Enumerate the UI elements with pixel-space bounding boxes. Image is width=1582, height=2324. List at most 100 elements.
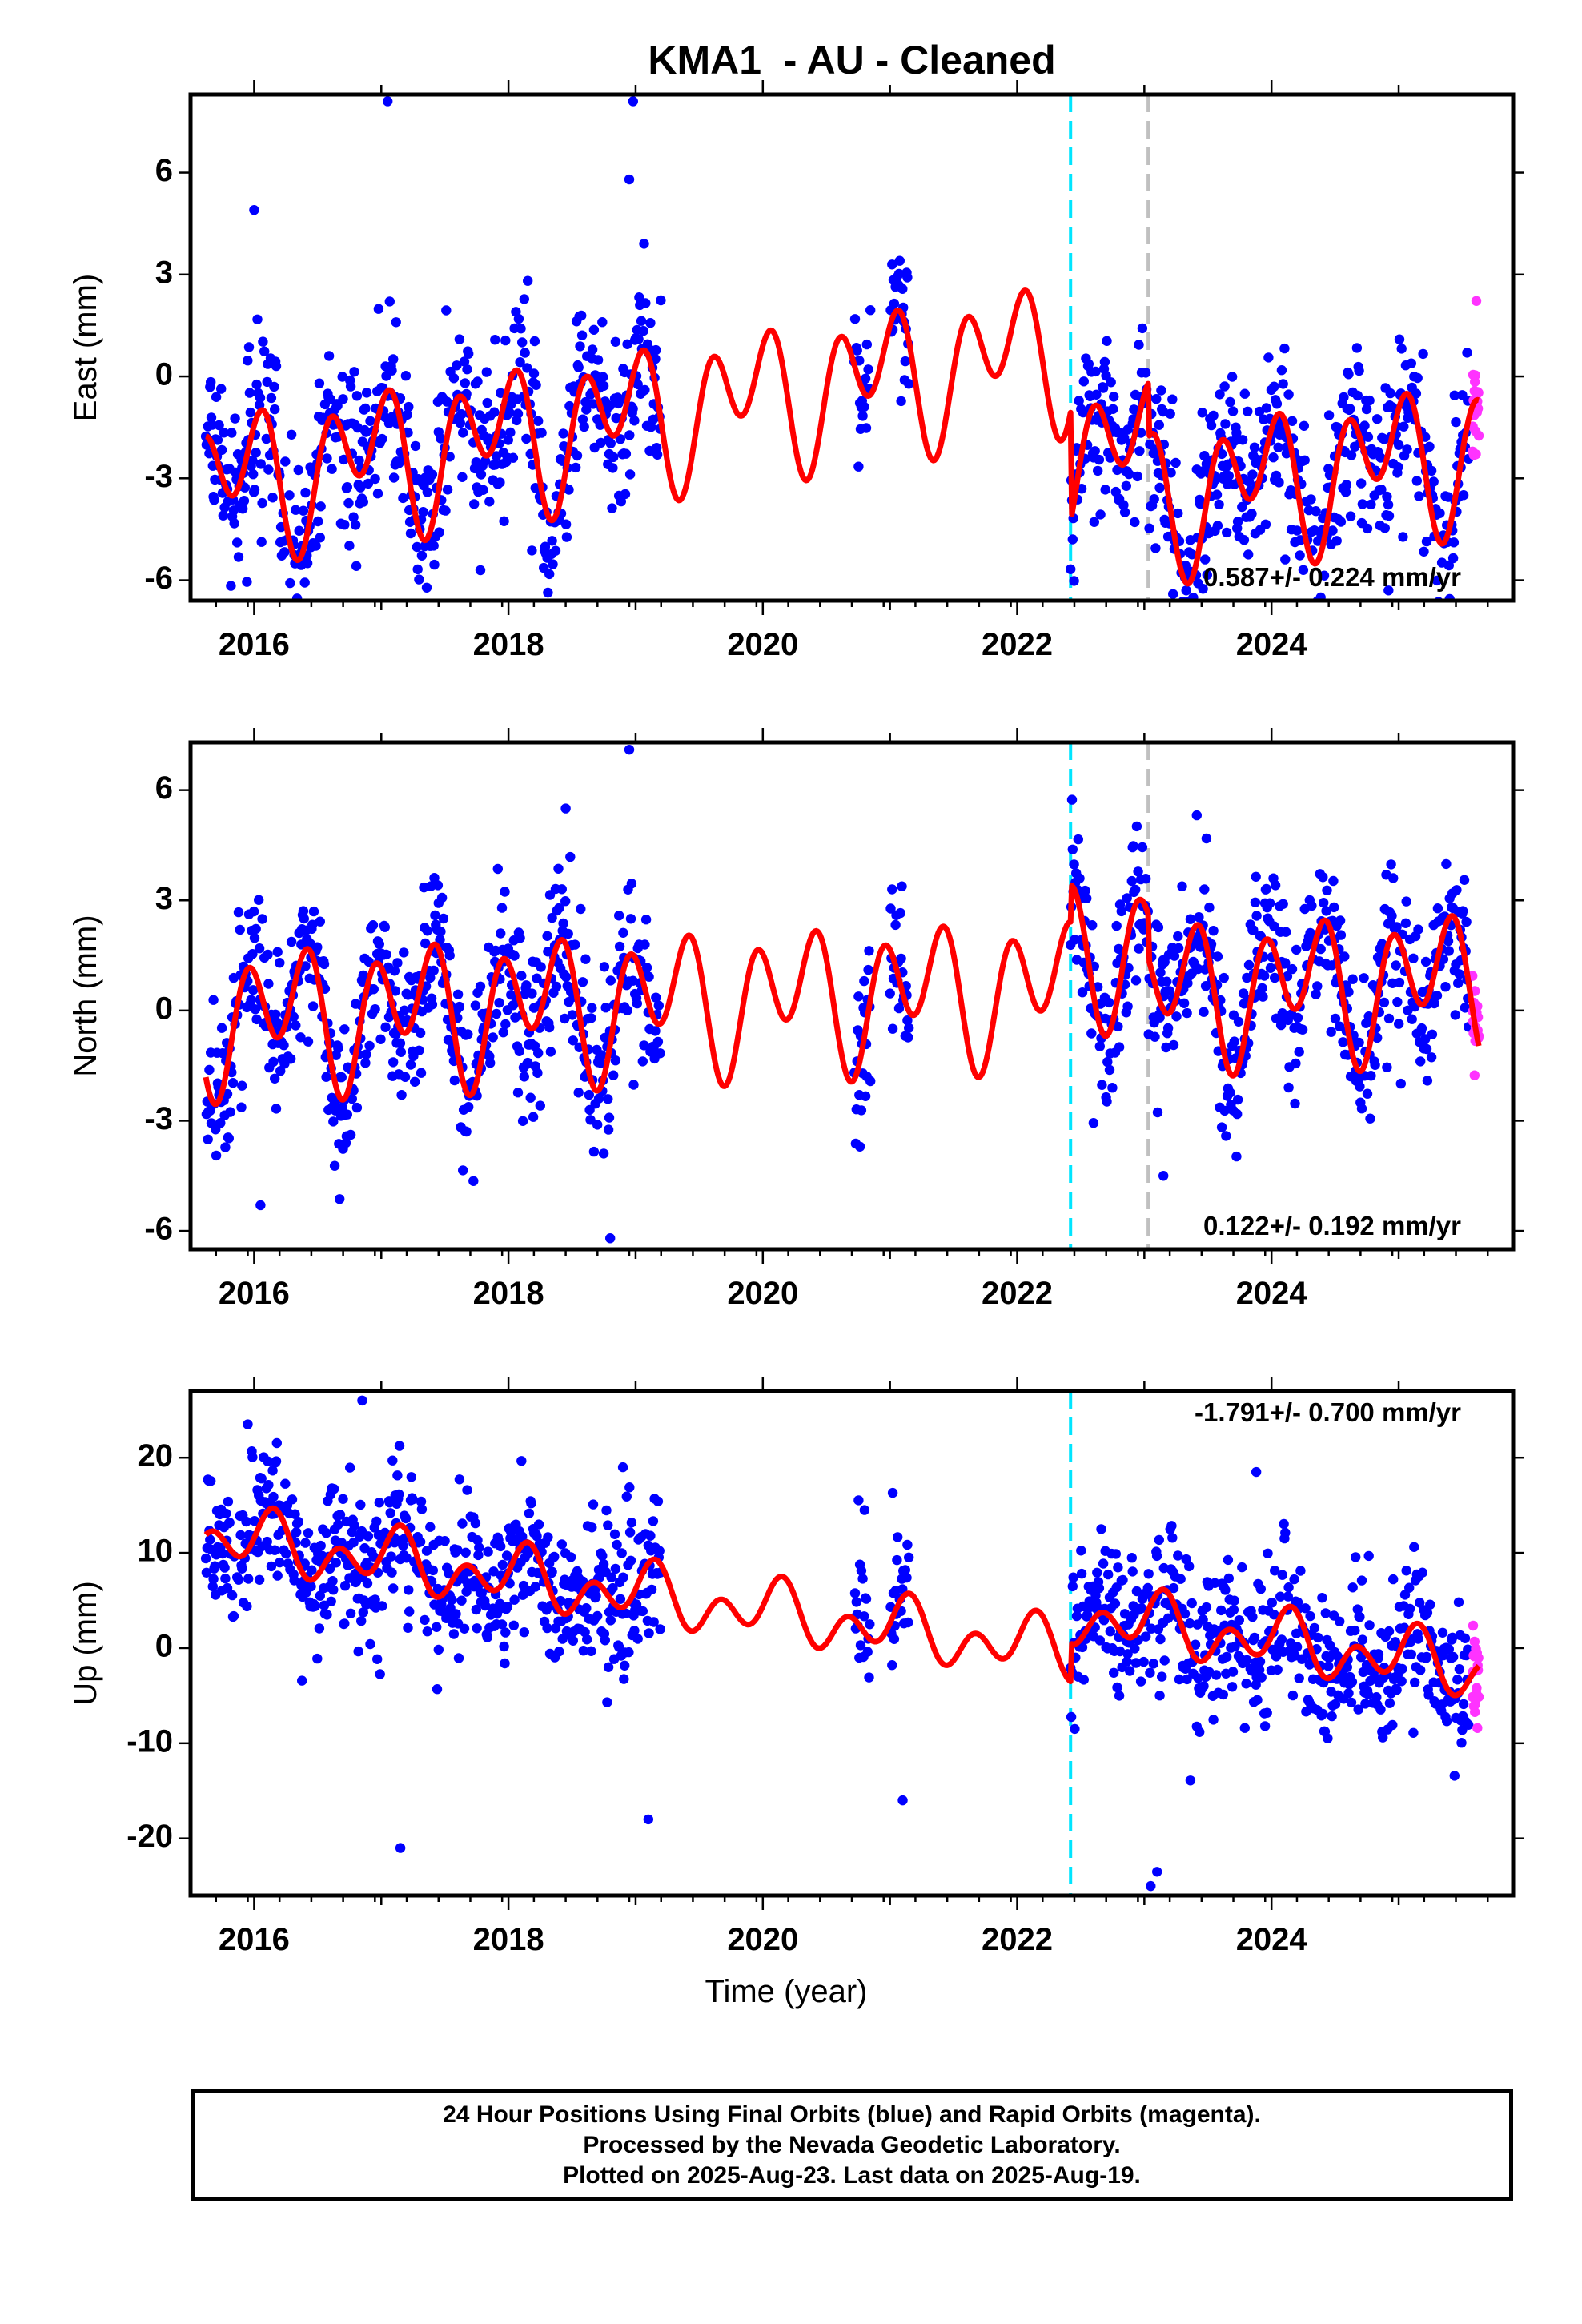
up-point (1159, 1655, 1170, 1666)
east-point (561, 532, 572, 542)
east-point (1093, 465, 1103, 476)
north-point (1318, 872, 1328, 883)
north-point (640, 915, 652, 925)
up-point (210, 1561, 220, 1571)
up-point (263, 1456, 273, 1466)
north-point (1440, 982, 1451, 992)
up-point (1454, 1664, 1465, 1675)
north-ytick-label: -6 (144, 1212, 173, 1247)
north-point (351, 1102, 363, 1113)
east-point (1109, 392, 1119, 402)
north-point (1427, 1029, 1438, 1040)
east-point (1149, 494, 1159, 505)
north-point (491, 1008, 502, 1019)
north-point (1102, 1056, 1113, 1068)
north-point (1257, 983, 1267, 994)
east-point (414, 574, 424, 585)
north-outlier-point (1158, 1171, 1169, 1181)
up-point (652, 1496, 664, 1507)
up-point (1092, 1567, 1102, 1578)
up-point (1066, 1711, 1077, 1723)
east-point (454, 334, 465, 344)
east-point (1069, 576, 1079, 586)
east-point (1435, 508, 1445, 518)
east-point (1237, 501, 1247, 513)
up-point (447, 1594, 457, 1606)
east-point (1078, 407, 1089, 418)
north-point (1328, 875, 1339, 887)
up-point (1229, 1595, 1240, 1606)
east-point (1339, 392, 1349, 403)
up-point (859, 1611, 869, 1622)
up-point (394, 1489, 404, 1500)
up-point (365, 1638, 375, 1650)
east-point (259, 346, 270, 356)
up-point (315, 1540, 326, 1551)
up-point (1198, 1614, 1208, 1625)
up-point (452, 1545, 463, 1555)
east-point (576, 310, 587, 321)
north-point (904, 1023, 914, 1033)
up-point (1272, 1664, 1283, 1675)
east-point (251, 379, 262, 390)
up-outlier-point (1152, 1867, 1162, 1877)
north-point (1114, 1042, 1125, 1052)
east-ytick-label: 6 (155, 153, 173, 188)
east-point (517, 337, 528, 348)
east-point (458, 428, 468, 438)
east-point (1383, 510, 1395, 521)
up-point (1094, 1583, 1105, 1594)
up-point (648, 1516, 659, 1526)
north-point (1171, 1011, 1182, 1022)
up-point (1269, 1610, 1279, 1620)
east-point (338, 394, 348, 404)
east-point (327, 464, 337, 474)
north-point (1459, 875, 1470, 886)
up-point (254, 1574, 265, 1586)
up-point (1262, 1707, 1272, 1718)
north-point (339, 1024, 350, 1035)
up-point (1127, 1566, 1138, 1577)
north-point (381, 949, 391, 960)
up-point (605, 1615, 616, 1626)
east-point (860, 373, 871, 384)
up-point (297, 1675, 307, 1686)
north-point (1395, 1078, 1407, 1089)
east-point (1238, 435, 1248, 445)
up-point (1068, 1572, 1078, 1582)
north-point (1339, 951, 1350, 962)
up-point (501, 1550, 512, 1561)
east-point (495, 477, 505, 488)
up-point (1241, 1679, 1251, 1689)
east-point (579, 421, 589, 432)
up-point (1136, 1603, 1147, 1614)
north-point (375, 1034, 386, 1045)
up-point (1449, 1771, 1460, 1781)
up-point (1396, 1676, 1407, 1687)
north-point (625, 914, 636, 924)
east-point (1090, 366, 1101, 377)
up-point (601, 1505, 612, 1516)
east-point (1151, 394, 1162, 404)
chart-title: KMA1 - AU - Cleaned (648, 38, 1056, 82)
north-point (329, 1160, 340, 1171)
east-point (244, 388, 255, 398)
north-ylabel: North (mm) (68, 915, 103, 1076)
up-point (1323, 1733, 1333, 1743)
north-point (1200, 981, 1211, 991)
east-point (1263, 352, 1274, 363)
up-point (429, 1599, 440, 1610)
north-point (1168, 1039, 1179, 1051)
up-point (857, 1574, 868, 1584)
up-point (355, 1499, 366, 1510)
up-point (1343, 1688, 1354, 1699)
east-point (646, 422, 656, 432)
up-point (473, 1550, 484, 1561)
up-point (262, 1536, 272, 1547)
north-point (567, 1010, 578, 1020)
east-panel: -6 -3 0 3 6 2016 2018 2020 2022 2024 East (mm) 0.58… (68, 80, 1524, 662)
east-point (294, 525, 304, 536)
east-point (400, 371, 412, 381)
up-ytick-label: -10 (126, 1723, 173, 1759)
east-point (1268, 452, 1279, 463)
